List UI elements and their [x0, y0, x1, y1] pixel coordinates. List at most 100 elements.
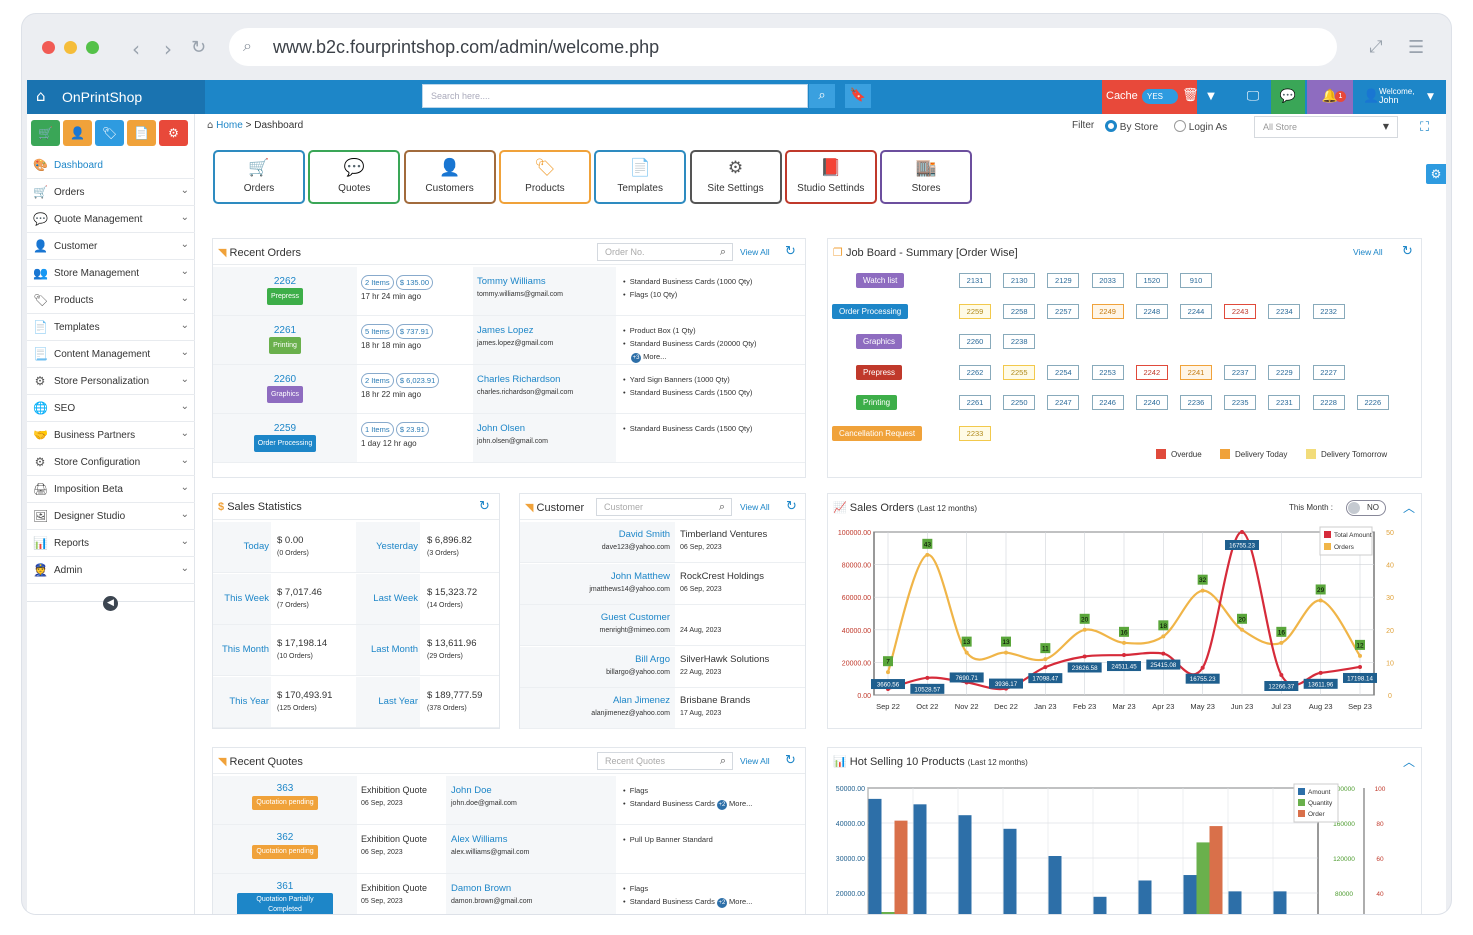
settings-gear-icon[interactable]: ⚙: [1426, 164, 1446, 184]
store-select[interactable]: All Store ▼: [1254, 116, 1398, 138]
customer-search-input[interactable]: Customer ⌕: [596, 498, 732, 516]
customer-name-link[interactable]: Bill Argo: [635, 653, 670, 665]
job-order-chip[interactable]: 2231: [1268, 395, 1301, 410]
tile-site-settings[interactable]: ⚙ Site Settings: [689, 150, 782, 204]
quotes-view-all-link[interactable]: View All: [740, 756, 770, 766]
collapse-chevron-icon[interactable]: ︿: [1403, 501, 1416, 515]
more-link[interactable]: More...: [729, 799, 753, 808]
customer-name-link[interactable]: Charles Richardson: [477, 374, 561, 385]
jobboard-view-all-link[interactable]: View All: [1353, 247, 1383, 257]
minimize-window-dot[interactable]: [64, 41, 77, 54]
job-order-chip[interactable]: 2261: [959, 395, 991, 410]
job-order-chip[interactable]: 2259: [959, 303, 991, 319]
customer-name-link[interactable]: Guest Customer: [600, 612, 670, 623]
maximize-window-dot[interactable]: [86, 41, 99, 54]
job-order-chip[interactable]: 2234: [1268, 303, 1301, 319]
job-order-chip[interactable]: 2249: [1091, 303, 1124, 319]
tile-customers[interactable]: 👤 Customers: [403, 150, 496, 204]
customer-name-link[interactable]: John Matthew: [610, 570, 670, 582]
customer-name-link[interactable]: David Smith: [618, 529, 670, 540]
customer-name-link[interactable]: Tommy Williams: [477, 276, 546, 287]
job-order-chip[interactable]: 2248: [1135, 303, 1168, 319]
order-id-link[interactable]: 2259: [273, 423, 297, 434]
customer-name-link[interactable]: James Lopez: [477, 325, 534, 336]
job-order-chip[interactable]: 2235: [1224, 395, 1257, 410]
sidebar-item-store-configuration[interactable]: ⚙ Store Configuration ⌄: [27, 449, 195, 476]
quick-doc-icon[interactable]: 📄: [127, 120, 156, 146]
job-status-graphics[interactable]: Graphics: [856, 334, 903, 349]
back-icon[interactable]: ‹: [132, 37, 140, 61]
job-order-chip[interactable]: 2131: [959, 273, 991, 288]
job-order-chip[interactable]: 2253: [1091, 364, 1124, 380]
sidebar-item-imposition-beta[interactable]: 🖨 Imposition Beta ⌄: [27, 476, 195, 503]
tile-stores[interactable]: 🏬 Stores: [880, 150, 973, 204]
radio-login-as[interactable]: Login As: [1174, 120, 1227, 133]
list-item[interactable]: Bill Argo billargo@yahoo.com SilverHawk So…: [520, 646, 805, 688]
job-order-chip[interactable]: 1520: [1135, 273, 1168, 288]
job-status-cancellation-request[interactable]: Cancellation Request: [832, 425, 923, 441]
sidebar-item-store-personalization[interactable]: ⚙ Store Personalization ⌄: [27, 368, 195, 395]
sidebar-item-business-partners[interactable]: 🤝 Business Partners ⌄: [27, 422, 195, 449]
collapse-chevron-icon[interactable]: ︿: [1403, 755, 1416, 769]
hamburger-menu-icon[interactable]: ☰: [1408, 37, 1425, 58]
job-status-watch-list[interactable]: Watch list: [856, 273, 905, 288]
quote-customer-link[interactable]: John Doe: [451, 785, 492, 796]
tile-templates[interactable]: 📄 Templates: [594, 150, 687, 204]
quote-customer-link[interactable]: Damon Brown: [451, 883, 512, 894]
list-item[interactable]: Alan Jimenez alanjimenez@yahoo.com Brisban…: [520, 688, 805, 729]
quote-id-link[interactable]: 361: [276, 881, 294, 892]
sidebar-item-dashboard[interactable]: 🎨 Dashboard: [27, 152, 195, 179]
monitor-icon[interactable]: 🖵: [1246, 89, 1260, 104]
job-order-chip[interactable]: 2129: [1047, 273, 1080, 288]
table-row[interactable]: 2262 Prepress 2 Items $ 135.00 17 hr 24 min…: [213, 267, 805, 316]
table-row[interactable]: 2259 Order Processing 1 Items $ 23.91 1 day…: [213, 414, 805, 463]
sidebar-item-designer-studio[interactable]: 🖼 Designer Studio ⌄: [27, 503, 195, 530]
refresh-icon[interactable]: ↻: [785, 244, 796, 259]
job-order-chip[interactable]: 2238: [1003, 334, 1036, 349]
refresh-icon[interactable]: ↻: [786, 499, 797, 514]
bookmark-button[interactable]: 🔖: [845, 84, 871, 108]
job-order-chip[interactable]: 2258: [1003, 303, 1036, 319]
job-order-chip[interactable]: 910: [1180, 273, 1212, 288]
breadcrumb-home[interactable]: Home: [216, 120, 243, 131]
this-month-toggle[interactable]: NO: [1346, 500, 1386, 516]
job-order-chip[interactable]: 2247: [1047, 395, 1080, 410]
expand-icon[interactable]: ⤢: [1369, 37, 1383, 57]
quote-search-input[interactable]: Recent Quotes ⌕: [597, 752, 733, 770]
refresh-icon[interactable]: ↻: [785, 753, 796, 768]
job-order-chip[interactable]: 2254: [1047, 364, 1080, 380]
notifications-button[interactable]: 🔔 1: [1307, 80, 1353, 114]
orders-view-all-link[interactable]: View All: [740, 247, 770, 257]
sidebar-item-products[interactable]: 🏷 Products ⌄: [27, 287, 195, 314]
collapse-sidebar-icon[interactable]: ◀: [103, 596, 118, 611]
job-order-chip[interactable]: 2236: [1180, 395, 1212, 410]
job-order-chip[interactable]: 2242: [1135, 364, 1168, 380]
search-button[interactable]: ⌕: [809, 84, 835, 108]
job-order-chip[interactable]: 2229: [1268, 364, 1301, 380]
cache-toggle[interactable]: YES: [1142, 89, 1178, 104]
order-id-link[interactable]: 2260: [273, 374, 297, 385]
tile-orders[interactable]: 🛒 Orders: [213, 150, 305, 204]
job-order-chip[interactable]: 2243: [1224, 303, 1257, 319]
close-window-dot[interactable]: [42, 41, 55, 54]
job-order-chip[interactable]: 2130: [1003, 273, 1036, 288]
job-order-chip[interactable]: 2228: [1312, 395, 1345, 410]
job-order-chip[interactable]: 2232: [1312, 303, 1345, 319]
quick-settings-icon[interactable]: ⚙: [159, 120, 188, 146]
customer-name-link[interactable]: John Olsen: [477, 423, 526, 434]
user-menu[interactable]: 👤 Welcome, John ▼: [1359, 80, 1443, 114]
refresh-icon[interactable]: ↻: [479, 499, 490, 514]
job-order-chip[interactable]: 2237: [1224, 364, 1257, 380]
job-order-chip[interactable]: 2246: [1091, 395, 1124, 410]
refresh-icon[interactable]: ↻: [1402, 244, 1413, 259]
list-item[interactable]: David Smith dave123@yahoo.com Timberland V…: [520, 522, 805, 563]
address-bar[interactable]: ⌕ www.b2c.fourprintshop.com/admin/welcom…: [229, 28, 1337, 66]
tile-products[interactable]: 🏷 Products: [498, 150, 591, 204]
job-order-chip[interactable]: 2255: [1003, 364, 1036, 380]
reload-icon[interactable]: ↻: [191, 37, 207, 58]
sidebar-item-quote-management[interactable]: 💬 Quote Management ⌄: [27, 206, 195, 233]
job-order-chip[interactable]: 2241: [1180, 364, 1212, 380]
job-order-chip[interactable]: 2233: [959, 425, 991, 441]
more-link[interactable]: +3 More...: [623, 350, 803, 363]
quick-user-icon[interactable]: 👤: [63, 120, 92, 146]
